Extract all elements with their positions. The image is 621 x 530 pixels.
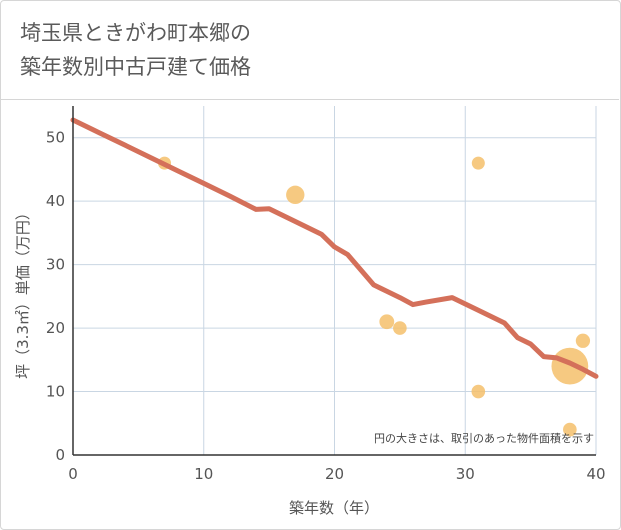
axes (72, 106, 596, 456)
y-tick-label: 0 (55, 446, 65, 464)
data-bubble (563, 422, 577, 437)
data-bubble (379, 314, 395, 330)
data-bubble (471, 384, 486, 399)
x-tick-label: 40 (586, 465, 605, 483)
bubble-series (158, 156, 591, 437)
trend-series (70, 117, 599, 379)
data-bubble (286, 185, 305, 205)
data-bubble (393, 321, 407, 335)
x-axis-label: 築年数（年） (289, 499, 379, 517)
trend-line (70, 117, 599, 379)
page-title: 埼玉県ときがわ町本郷の 築年数別中古戸建て価格 (20, 16, 580, 84)
title-line-2: 築年数別中古戸建て価格 (20, 55, 251, 79)
x-tick-label: 20 (325, 465, 344, 483)
x-tick-label: 0 (68, 465, 78, 483)
data-bubble (575, 333, 591, 348)
title-line-1: 埼玉県ときがわ町本郷の (20, 21, 251, 45)
y-axis-label: 坪（3.3㎡）単価（万円） (14, 205, 32, 379)
x-tick-label: 30 (456, 465, 475, 483)
y-tick-label: 20 (46, 319, 65, 337)
tick-labels: 0 10 20 30 40 0 10 20 30 40 50 (46, 129, 606, 483)
y-tick-label: 40 (46, 192, 65, 210)
data-bubble (551, 347, 589, 385)
y-tick-label: 50 (46, 129, 65, 147)
header-divider (0, 99, 619, 100)
size-legend-note: 円の大きさは、取引のあった物件面積を示す (374, 431, 594, 445)
y-tick-label: 10 (46, 383, 65, 401)
data-bubble (471, 156, 485, 170)
x-tick-label: 10 (194, 465, 213, 483)
y-tick-label: 30 (46, 256, 65, 274)
